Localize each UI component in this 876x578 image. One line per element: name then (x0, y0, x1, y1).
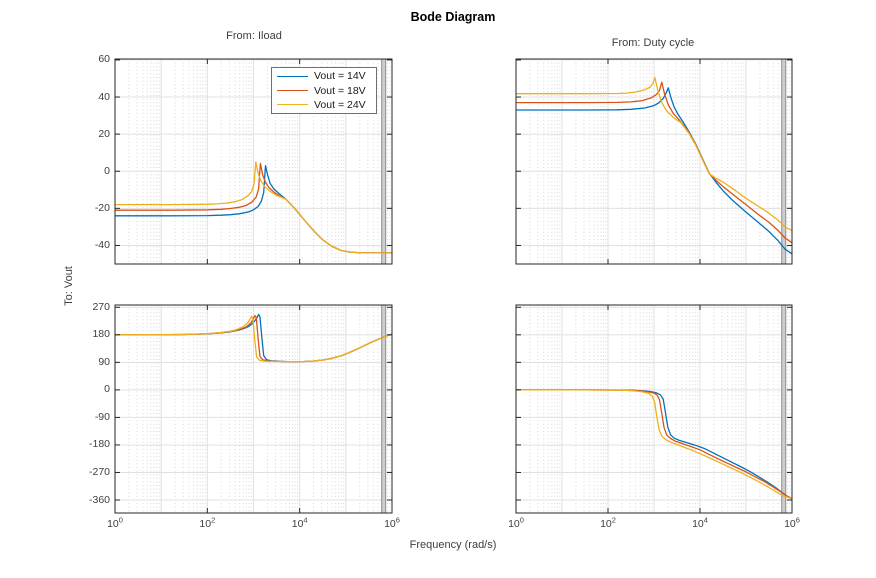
axes-tick-marks (114, 59, 393, 264)
y-tick-label: 0 (104, 164, 110, 177)
curve-vout-14v (516, 87, 792, 255)
x-axis-label: Frequency (rad/s) (409, 539, 497, 551)
x-tick-label: 102 (199, 515, 216, 530)
frequency-limit-marker-line (781, 305, 787, 513)
x-tick-label: 100 (107, 515, 123, 530)
frequency-limit-marker-line (781, 59, 787, 264)
axes-tick-marks (114, 305, 393, 513)
legend-item: Vout = 14V (272, 69, 376, 83)
axes-border (515, 58, 793, 265)
y-tick-label: 40 (98, 90, 110, 103)
y-tick-label: -360 (88, 493, 110, 506)
subplot-duty-cycle-phase (515, 304, 793, 514)
grid-major (115, 59, 392, 264)
frequency-limit-marker-line (381, 305, 387, 513)
subplot-duty-cycle-magnitude (515, 58, 793, 265)
axes-border (114, 58, 393, 265)
legend: Vout = 14V Vout = 18V Vout = 24V (271, 67, 377, 114)
x-tick-label: 102 (600, 515, 616, 530)
curve-vout-24v (115, 315, 392, 363)
figure-title: Bode Diagram (410, 10, 496, 24)
axes-tick-marks (515, 305, 793, 513)
legend-item: Vout = 24V (272, 98, 376, 112)
y-tick-label: -180 (88, 438, 110, 451)
axes-border (114, 304, 393, 514)
frequency-limit-marker-line (381, 59, 387, 264)
legend-item: Vout = 18V (272, 84, 376, 98)
legend-line-sample (277, 75, 308, 77)
x-tick-label: 104 (291, 515, 308, 530)
x-tick-label: 104 (692, 515, 708, 530)
y-tick-label: 90 (98, 355, 110, 368)
y-tick-label: 60 (98, 53, 110, 66)
y-tick-label: -40 (94, 238, 110, 251)
curve-vout-24v (516, 389, 792, 500)
y-tick-label: 20 (98, 127, 110, 140)
y-tick-label: 270 (92, 300, 110, 313)
x-tick-label: 100 (508, 515, 524, 530)
subplot-title-from-duty-cycle: From: Duty cycle (611, 37, 695, 49)
curve-vout-24v (516, 76, 792, 232)
y-tick-label: -20 (94, 201, 110, 214)
subplot-iload-phase (114, 304, 393, 514)
axes-tick-marks (515, 59, 793, 264)
legend-line-sample (277, 104, 308, 106)
legend-line-sample (277, 90, 308, 91)
grid-major (115, 305, 392, 513)
legend-item-label: Vout = 14V (314, 70, 366, 83)
x-tick-label: 106 (384, 515, 400, 530)
y-tick-label: 180 (92, 328, 110, 341)
axes-border (515, 304, 793, 514)
y-tick-label: -270 (88, 465, 110, 478)
y-tick-label: 0 (104, 383, 110, 396)
legend-item-label: Vout = 18V (314, 84, 366, 97)
grid-minor (128, 305, 391, 513)
y-tick-label: -90 (94, 410, 110, 423)
curve-vout-18v (516, 389, 792, 500)
subplot-title-from-iload: From: Iload (226, 30, 282, 42)
x-tick-label: 106 (784, 515, 800, 530)
legend-item-label: Vout = 24V (314, 98, 366, 111)
curve-vout-24v (115, 161, 392, 254)
